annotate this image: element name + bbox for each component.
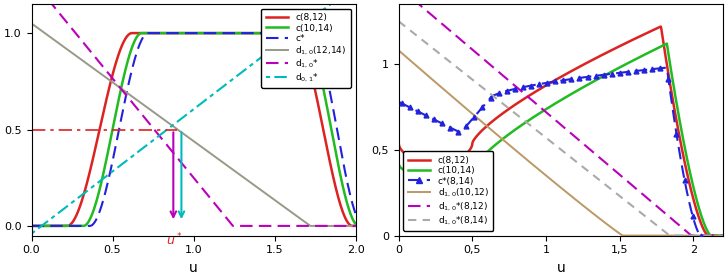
Text: $u^*$: $u^*$	[166, 232, 182, 248]
X-axis label: u: u	[189, 261, 198, 275]
Legend: c(8,12), c(10,14), c*, d$_{1,0}$(12,14), d$_{1,0}$*, d$_{0,1}$*: c(8,12), c(10,14), c*, d$_{1,0}$(12,14),…	[261, 9, 351, 88]
Legend: c(8,12), c(10,14), c*(8,14), d$_{1,0}$(10,12), d$_{1,0}$*(8,12), d$_{1,0}$*(8,14: c(8,12), c(10,14), c*(8,14), d$_{1,0}$(1…	[403, 151, 494, 231]
X-axis label: u: u	[556, 261, 565, 275]
